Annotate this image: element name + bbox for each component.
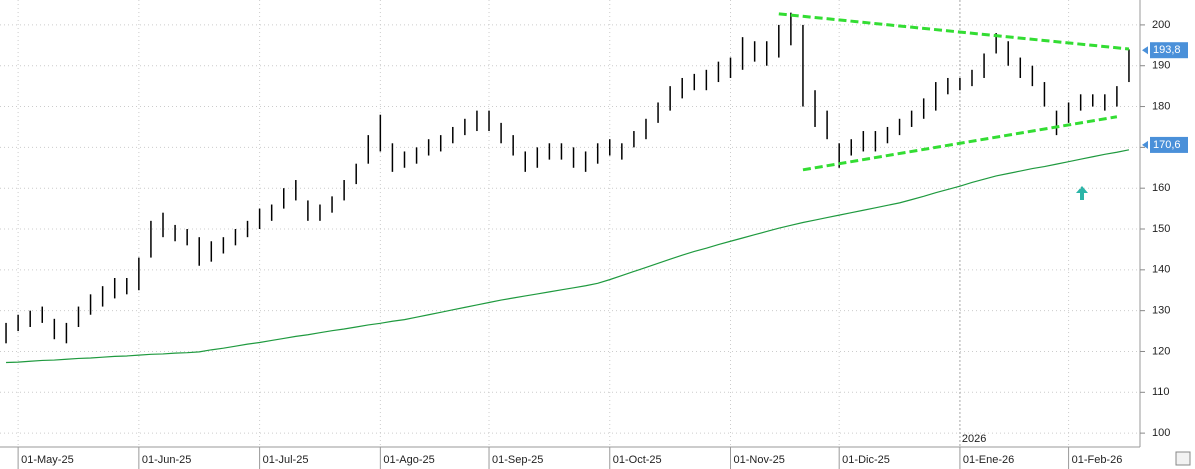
x-tick-label: 01-Sep-25 bbox=[492, 454, 543, 466]
x-tick-label: 01-Feb-26 bbox=[1072, 454, 1123, 466]
trendline bbox=[778, 12, 1130, 51]
price-label-pointer bbox=[1142, 46, 1148, 55]
y-tick-label: 110 bbox=[1152, 386, 1170, 398]
x-tick-label: 01-Ene-26 bbox=[963, 454, 1014, 466]
y-tick-label: 150 bbox=[1152, 223, 1170, 235]
x-tick-label: 01-Ago-25 bbox=[383, 454, 434, 466]
x-tick-label: 01-Oct-25 bbox=[613, 454, 662, 466]
x-tick-label: 01-Nov-25 bbox=[734, 454, 785, 466]
x-tick-label: 01-May-25 bbox=[21, 454, 74, 466]
x-tick-label: 01-Jul-25 bbox=[263, 454, 309, 466]
price-label-pointer bbox=[1142, 140, 1148, 149]
y-tick-label: 100 bbox=[1152, 427, 1170, 439]
y-tick-label: 120 bbox=[1152, 345, 1170, 357]
price-label-box bbox=[1150, 42, 1188, 59]
scale-button[interactable] bbox=[1175, 451, 1191, 466]
y-tick-label: 130 bbox=[1152, 305, 1170, 317]
price-label: 193,8 bbox=[1153, 44, 1181, 56]
moving-average bbox=[6, 149, 1130, 364]
y-tick-label: 190 bbox=[1152, 60, 1170, 72]
price-label-box bbox=[1150, 136, 1188, 153]
x-tick-label: 01-Dic-25 bbox=[842, 454, 890, 466]
signal-arrow bbox=[1076, 186, 1088, 200]
y-tick-label: 200 bbox=[1152, 19, 1170, 31]
y-tick-label: 140 bbox=[1152, 264, 1170, 276]
price-label: 170,6 bbox=[1153, 139, 1181, 151]
y-tick-label: 180 bbox=[1152, 100, 1170, 112]
year-label: 2026 bbox=[962, 433, 986, 445]
x-tick-label: 01-Jun-25 bbox=[142, 454, 192, 466]
y-tick-label: 160 bbox=[1152, 182, 1170, 194]
trendline bbox=[802, 115, 1118, 172]
